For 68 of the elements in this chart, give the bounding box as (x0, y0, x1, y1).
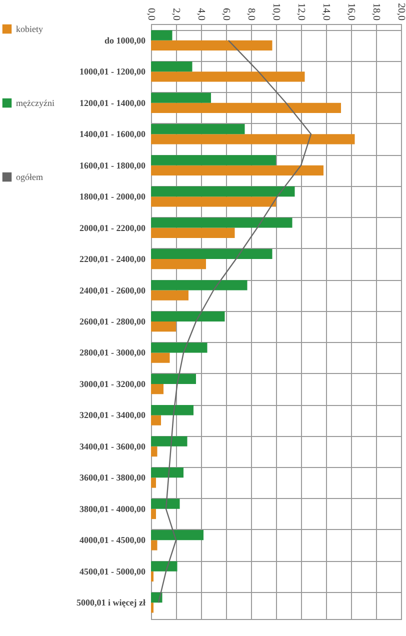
y-tick-label: 3400,01 - 3600,00 (80, 441, 146, 452)
x-tick-label: 14,0 (320, 3, 332, 20)
bar (151, 155, 276, 166)
bar (151, 468, 184, 478)
bar (151, 72, 305, 82)
y-tick-label: 2600,01 - 2800,00 (80, 316, 146, 326)
bar (151, 384, 164, 394)
bar (151, 259, 206, 270)
y-tick-label: 1200,01 - 1400,00 (80, 98, 146, 108)
bar (151, 478, 156, 488)
legend-label: kobiety (16, 24, 44, 34)
bar (151, 415, 161, 426)
y-tick-label: 3800,01 - 4000,00 (80, 504, 146, 514)
bar (151, 508, 156, 520)
bar (151, 30, 172, 40)
y-tick-label: 1800,01 - 2000,00 (80, 192, 146, 202)
y-tick-label: 3600,01 - 3800,00 (80, 472, 146, 483)
y-tick-label: 3200,01 - 3400,00 (80, 410, 146, 420)
bar (151, 352, 170, 363)
bar (151, 40, 272, 51)
bar (151, 248, 272, 260)
x-tick-label: 0,0 (146, 8, 156, 20)
bar (151, 124, 245, 134)
legend-label: ogółem (16, 172, 43, 182)
bar (151, 186, 295, 197)
bar (151, 498, 180, 509)
y-tick-label: 4500,01 - 5000,00 (80, 566, 146, 576)
y-tick-label: 4000,01 - 4500,00 (80, 535, 146, 546)
bar (151, 322, 176, 332)
x-tick-label: 10,0 (270, 3, 282, 20)
y-tick-label: 2200,01 - 2400,00 (80, 254, 146, 264)
bar (151, 196, 276, 207)
x-tick-label: 8,0 (246, 8, 256, 20)
bar (151, 374, 196, 384)
x-tick-label: 4,0 (196, 8, 206, 20)
bar (151, 530, 204, 540)
bar (151, 228, 235, 238)
legend-label: mężczyźni (16, 98, 55, 108)
y-tick-label: do 1000,00 (104, 35, 146, 46)
y-tick-label: 5000,01 i więcej zł (76, 598, 146, 608)
bar (151, 342, 208, 353)
y-tick-label: 1600,01 - 1800,00 (80, 160, 146, 170)
x-tick-label: 6,0 (220, 8, 232, 20)
bar (151, 436, 188, 446)
y-tick-label: 1400,01 - 1600,00 (80, 129, 146, 140)
bar (151, 61, 192, 72)
bar (151, 102, 341, 114)
bar (151, 405, 194, 416)
x-tick-label: 12,0 (296, 3, 306, 20)
bar (151, 280, 248, 290)
bar (151, 311, 225, 322)
y-tick-label: 2400,01 - 2600,00 (80, 285, 146, 296)
y-tick-label: 2800,01 - 3000,00 (80, 348, 146, 358)
x-tick-label: 20,0 (396, 3, 406, 20)
y-tick-label: 2000,01 - 2200,00 (80, 222, 146, 233)
bar (151, 134, 355, 144)
bar (151, 218, 292, 228)
bar (151, 446, 158, 457)
x-tick-label: 18,0 (370, 3, 382, 20)
bar (151, 540, 158, 550)
x-tick-label: 2,0 (170, 8, 182, 20)
bar (151, 92, 211, 103)
bar (151, 290, 188, 300)
y-tick-label: 3000,01 - 3200,00 (80, 378, 146, 389)
x-tick-label: 16,0 (346, 3, 356, 20)
y-tick-label: 1000,01 - 1200,00 (80, 66, 146, 77)
bar (151, 561, 178, 572)
bar (151, 165, 324, 176)
